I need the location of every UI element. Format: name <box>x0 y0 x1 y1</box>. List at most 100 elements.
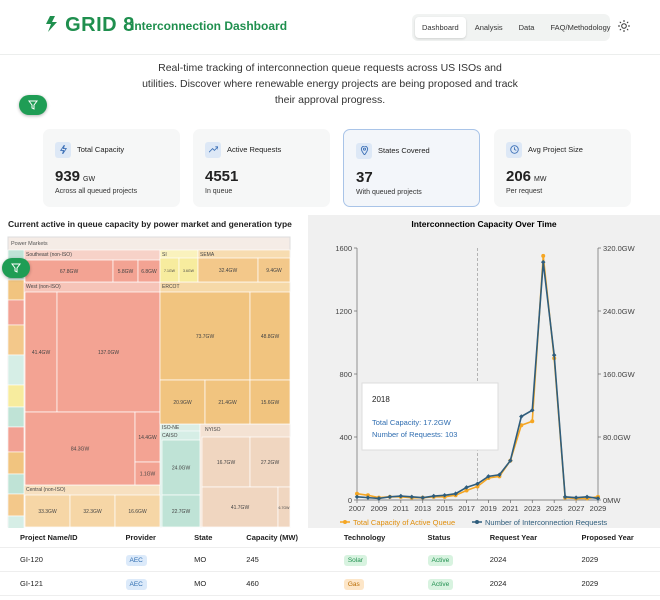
tooltip-line: Number of Requests: 103 <box>372 430 457 439</box>
treemap-tile-label: 9.4GW <box>266 268 282 274</box>
table-cell: AEC <box>106 547 175 571</box>
treemap-title: Current active in queue capacity by powe… <box>8 219 292 229</box>
treemap-group-label: ISO-NE <box>162 425 180 431</box>
treemap-tile-label: 33.3GW <box>38 509 57 515</box>
series-point <box>475 481 480 487</box>
treemap-tile <box>56 291 161 413</box>
stat-card: Avg Project Size 206 MW Per request <box>494 129 631 207</box>
stat-note: Across all queued projects <box>55 188 138 195</box>
y-tick-label: 1600 <box>335 244 352 253</box>
y2-tick-label: 160.0GW <box>603 370 636 379</box>
treemap-tile-label: 1.1GW <box>140 472 156 478</box>
treemap-group-label: ERCOT <box>162 284 180 290</box>
y-tick-label: 0 <box>348 496 352 505</box>
treemap-tile-label: 22.7GW <box>172 509 191 515</box>
treemap-tile-label: 73.7GW <box>196 334 215 340</box>
divider <box>0 54 660 55</box>
filter-button[interactable] <box>19 95 47 115</box>
table-cell: MO <box>194 554 207 564</box>
treemap-group-label: NYISO <box>205 427 221 433</box>
column-header: Status <box>427 532 451 542</box>
treemap-group-label: SI <box>162 252 167 258</box>
column-header: State <box>194 532 213 542</box>
treemap-tile-label: 67.8GW <box>60 269 79 275</box>
table-cell: 2029 <box>581 578 599 588</box>
series-point <box>541 253 546 258</box>
table-cell: Gas <box>324 571 408 595</box>
series-point <box>530 419 535 424</box>
stat-unit: GW <box>83 176 96 183</box>
treemap-tile-label: 27.2GW <box>261 460 280 466</box>
stat-unit: MW <box>534 176 547 183</box>
treemap-tile-label: 7.1GW <box>164 269 176 273</box>
treemap-tile <box>161 494 201 528</box>
tooltip-line: Total Capacity: 17.2GW <box>372 418 452 427</box>
table-cell: Active <box>408 547 470 571</box>
table-cell: AEC <box>106 571 175 595</box>
nav-item[interactable]: Dashboard <box>415 17 466 38</box>
logo[interactable]: GRID 8 <box>45 14 135 37</box>
legend-swatch <box>475 520 479 524</box>
column-header: Capacity (MW) <box>246 532 298 542</box>
x-tick-label: 2017 <box>458 504 475 513</box>
badge: Solar <box>343 554 368 566</box>
treemap-tile-label: 16.6GW <box>128 509 147 515</box>
chart-title: Interconnection Capacity Over Time <box>411 219 557 229</box>
stat-value: 206 <box>506 168 532 185</box>
x-tick-label: 2023 <box>524 504 541 513</box>
treemap-group-label: Southeast (non-ISO) <box>26 252 72 258</box>
nav-item[interactable]: FAQ/Methodology <box>550 23 611 32</box>
treemap-tile <box>24 494 71 528</box>
treemap-tile-label: 15.6GW <box>261 400 280 406</box>
treemap-small-tile <box>7 515 25 528</box>
treemap-tile-label: 32.3GW <box>83 509 102 515</box>
badge: AEC <box>125 578 147 590</box>
stat-value: 37 <box>356 169 373 186</box>
app-title: Interconnection Dashboard <box>131 19 288 33</box>
treemap-tile <box>277 486 291 528</box>
treemap-tile <box>69 494 116 528</box>
series-point <box>376 496 382 501</box>
treemap-small-tile <box>7 406 25 428</box>
tooltip-title: 2018 <box>372 395 390 404</box>
treemap-tile-label: 20.9GW <box>173 400 192 406</box>
treemap-tile <box>114 494 161 528</box>
badge: Gas <box>343 578 364 590</box>
nav-item[interactable]: Analysis <box>474 23 503 32</box>
treemap-tile <box>249 436 291 488</box>
filter-button[interactable] <box>2 258 30 278</box>
treemap-tile-label: 41.4GW <box>32 350 51 356</box>
x-tick-label: 2013 <box>414 504 431 513</box>
theme-toggle[interactable] <box>618 20 630 32</box>
nav: Dashboard Analysis Data FAQ/Methodology <box>412 14 611 41</box>
treemap-tile <box>134 461 161 486</box>
treemap-group-label: CAISO <box>162 433 178 439</box>
intro: Real-time tracking of interconnection qu… <box>142 62 518 106</box>
series-point <box>584 494 590 500</box>
table-cell: 2024 <box>489 554 507 564</box>
treemap-small-tile <box>7 279 25 301</box>
stat-note: In queue <box>205 188 233 195</box>
treemap-group-label: Central (non-ISO) <box>26 487 66 493</box>
stat-label: Active Requests <box>227 145 282 155</box>
logo-text: GRID 8 <box>65 14 135 36</box>
treemap-tile-label: 137.0GW <box>98 350 119 356</box>
x-tick-label: 2009 <box>371 504 388 513</box>
table-cell: Active <box>408 571 470 595</box>
treemap-tile-label: 24.0GW <box>172 466 191 472</box>
treemap-tile-label: 16.7GW <box>217 460 236 466</box>
table-cell: Solar <box>324 547 408 571</box>
series-point <box>519 414 524 419</box>
x-tick-label: 2025 <box>546 504 563 513</box>
table-cell: 460 <box>246 578 259 588</box>
treemap-tile <box>249 379 291 425</box>
treemap-small-tile <box>7 426 25 453</box>
stat-card: Active Requests 4551 In queue <box>193 129 330 207</box>
treemap-tile-label: 84.3GW <box>71 447 90 453</box>
badge: Active <box>427 578 454 590</box>
table-cell: GI-121 <box>20 578 43 588</box>
legend-label: Number of Interconnection Requests <box>485 518 607 527</box>
nav-item[interactable]: Data <box>518 23 535 32</box>
treemap-small-tile <box>7 324 25 356</box>
